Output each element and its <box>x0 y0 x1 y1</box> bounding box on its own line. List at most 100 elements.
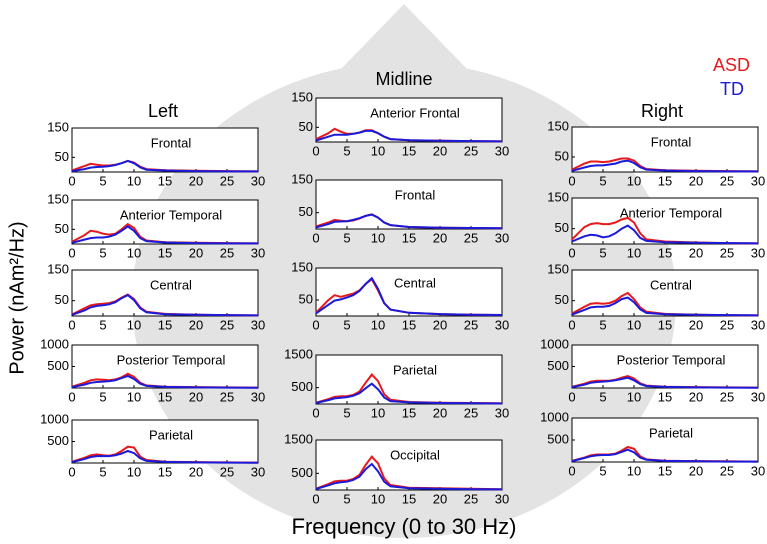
x-tick-label: 25 <box>464 317 478 332</box>
series-line <box>315 276 503 316</box>
x-tick-label: 20 <box>433 143 447 158</box>
x-tick-label: 10 <box>371 143 385 158</box>
x-tick-label: 15 <box>658 463 672 478</box>
x-tick-label: 30 <box>495 491 509 506</box>
panel-title: Frontal <box>651 134 692 149</box>
panel-title: Posterior Temporal <box>117 352 226 367</box>
panel: 0 5 10 15 20 25 30 500 1000 Parietal <box>540 409 765 478</box>
panel: 0 5 10 15 20 25 30 50 150 Anterior Frontal <box>291 89 509 158</box>
y-tick-label: 50 <box>555 148 569 163</box>
x-tick-label: 15 <box>158 464 172 479</box>
x-tick-label: 15 <box>158 317 172 332</box>
series-line <box>71 293 259 317</box>
series-line <box>571 448 758 463</box>
y-tick-label: 150 <box>291 171 313 186</box>
series-line <box>571 159 758 173</box>
panel: 0 5 10 15 20 25 30 500 1000 Posterior Temporal <box>540 336 765 404</box>
x-tick-label: 0 <box>568 173 575 188</box>
x-tick-label: 0 <box>68 389 75 404</box>
x-tick-label: 25 <box>720 463 734 478</box>
y-tick-label: 150 <box>47 261 69 276</box>
x-tick-label: 30 <box>251 317 265 332</box>
x-tick-label: 30 <box>751 245 765 260</box>
x-tick-label: 10 <box>127 389 141 404</box>
x-tick-label: 20 <box>689 317 703 332</box>
y-tick-label: 150 <box>547 261 569 276</box>
nose <box>340 4 468 70</box>
y-tick-label: 500 <box>547 431 569 446</box>
x-tick-label: 20 <box>689 463 703 478</box>
x-tick-label: 10 <box>371 405 385 420</box>
x-tick-label: 25 <box>220 317 234 332</box>
y-tick-label: 150 <box>547 189 569 204</box>
x-tick-label: 30 <box>251 173 265 188</box>
series-line <box>71 159 258 173</box>
x-tick-label: 15 <box>402 230 416 245</box>
x-tick-label: 25 <box>720 389 734 404</box>
x-tick-label: 5 <box>343 317 350 332</box>
panel: 0 5 10 15 20 25 30 50 150 Frontal <box>547 118 765 188</box>
x-tick-label: 25 <box>464 143 478 158</box>
x-tick-label: 0 <box>312 491 319 506</box>
panel: 0 5 10 15 20 25 30 500 1000 Posterior Temporal <box>40 336 265 404</box>
y-tick-label: 1000 <box>40 411 69 426</box>
y-tick-label: 500 <box>291 465 313 480</box>
series-line <box>71 374 259 389</box>
panel-title: Parietal <box>393 362 437 377</box>
y-tick-label: 150 <box>47 191 69 206</box>
panel-title: Central <box>394 275 436 290</box>
x-tick-label: 30 <box>751 389 765 404</box>
x-tick-label: 20 <box>189 245 203 260</box>
x-tick-label: 15 <box>158 173 172 188</box>
y-tick-label: 50 <box>55 292 69 307</box>
x-tick-label: 5 <box>343 143 350 158</box>
x-tick-label: 20 <box>689 245 703 260</box>
x-tick-label: 30 <box>495 230 509 245</box>
y-tick-label: 150 <box>291 89 313 104</box>
x-tick-label: 15 <box>658 245 672 260</box>
x-tick-label: 20 <box>433 230 447 245</box>
x-tick-label: 25 <box>720 245 734 260</box>
plot-area <box>315 267 503 317</box>
series-line <box>315 382 503 405</box>
x-tick-label: 30 <box>251 389 265 404</box>
x-tick-label: 0 <box>568 317 575 332</box>
x-tick-label: 30 <box>251 464 265 479</box>
y-tick-label: 50 <box>555 220 569 235</box>
x-tick-label: 5 <box>599 173 606 188</box>
panel: 0 5 10 15 20 25 30 50 150 Central <box>47 261 265 332</box>
y-tick-label: 150 <box>47 119 69 134</box>
x-tick-label: 20 <box>189 317 203 332</box>
x-tick-label: 25 <box>464 491 478 506</box>
x-tick-label: 5 <box>343 405 350 420</box>
y-tick-label: 50 <box>299 119 313 134</box>
y-tick-label: 50 <box>55 149 69 164</box>
y-tick-label: 150 <box>291 259 313 274</box>
y-tick-label: 50 <box>299 204 313 219</box>
x-tick-label: 15 <box>658 317 672 332</box>
x-tick-label: 0 <box>312 230 319 245</box>
series-line <box>571 296 759 317</box>
panel: 0 5 10 15 20 25 30 500 1500 Parietal <box>284 346 509 420</box>
x-tick-label: 5 <box>343 491 350 506</box>
x-tick-label: 10 <box>627 317 641 332</box>
x-tick-label: 30 <box>751 463 765 478</box>
x-tick-label: 5 <box>599 245 606 260</box>
x-tick-label: 15 <box>402 491 416 506</box>
x-tick-label: 15 <box>402 143 416 158</box>
y-tick-label: 1500 <box>284 346 313 361</box>
panel: 0 5 10 15 20 25 30 500 1500 Occipital <box>284 431 509 506</box>
x-tick-label: 30 <box>495 143 509 158</box>
x-tick-label: 0 <box>312 317 319 332</box>
series-line <box>571 376 759 389</box>
x-tick-label: 5 <box>599 389 606 404</box>
x-tick-label: 5 <box>599 463 606 478</box>
x-tick-label: 30 <box>251 245 265 260</box>
panel-title: Central <box>650 277 692 292</box>
x-tick-label: 25 <box>220 245 234 260</box>
x-tick-label: 0 <box>568 389 575 404</box>
y-tick-label: 1500 <box>284 431 313 446</box>
series-line <box>71 225 258 245</box>
x-tick-label: 0 <box>312 405 319 420</box>
